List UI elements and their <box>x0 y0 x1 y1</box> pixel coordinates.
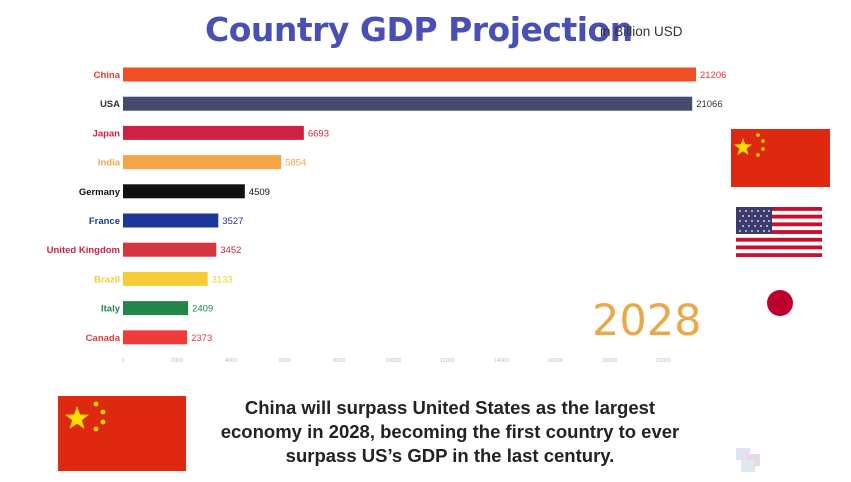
x-tick-label: 16000 <box>548 358 563 364</box>
bar <box>123 330 188 345</box>
value-label: 3133 <box>212 274 233 285</box>
flag-japan-icon <box>741 279 819 327</box>
category-label: United Kingdom <box>47 245 120 256</box>
x-tick-label: 0 <box>121 358 124 364</box>
category-label: Canada <box>86 333 121 344</box>
category-label: China <box>94 70 121 81</box>
bar <box>123 242 217 257</box>
bar <box>123 184 245 199</box>
x-tick-label: 20000 <box>656 358 671 364</box>
bar <box>123 301 189 316</box>
value-label: 21066 <box>696 99 722 110</box>
x-tick-label: 18000 <box>602 358 617 364</box>
value-label: 2409 <box>192 304 213 315</box>
x-tick-label: 12000 <box>440 358 455 364</box>
watermark-logo <box>736 448 760 472</box>
x-tick-label: 8000 <box>333 358 345 364</box>
category-label: Brazil <box>94 274 120 285</box>
chart-title: Country GDP Projection <box>205 10 633 49</box>
category-label: India <box>98 158 121 169</box>
bar <box>123 213 219 228</box>
value-label: 5854 <box>285 158 306 169</box>
bar <box>123 155 282 170</box>
flag-china-caption-icon <box>58 396 186 471</box>
x-tick-label: 10000 <box>386 358 401 364</box>
caption-text: China will surpass United States as the … <box>220 397 680 466</box>
value-label: 6693 <box>308 128 329 139</box>
category-label: France <box>89 216 120 227</box>
bar <box>123 96 693 111</box>
flag-china-icon <box>731 129 830 187</box>
bar <box>123 271 208 286</box>
x-tick-label: 14000 <box>494 358 509 364</box>
category-label: USA <box>100 99 120 110</box>
category-label: Italy <box>101 304 121 315</box>
value-label: 3527 <box>222 216 243 227</box>
x-tick-label: 2000 <box>171 358 183 364</box>
x-tick-label: 6000 <box>279 358 291 364</box>
bar <box>123 125 304 140</box>
value-label: 3452 <box>220 245 241 256</box>
value-label: 21206 <box>700 70 726 81</box>
value-label: 4509 <box>249 187 270 198</box>
value-label: 2373 <box>191 333 212 344</box>
category-label: Japan <box>93 128 121 139</box>
year-label: 2028 <box>592 296 702 346</box>
category-label: Germany <box>79 187 121 198</box>
chart-subtitle: in Billion USD <box>600 24 683 39</box>
x-tick-label: 4000 <box>225 358 237 364</box>
flag-usa-icon <box>736 207 822 257</box>
bar <box>123 67 696 82</box>
